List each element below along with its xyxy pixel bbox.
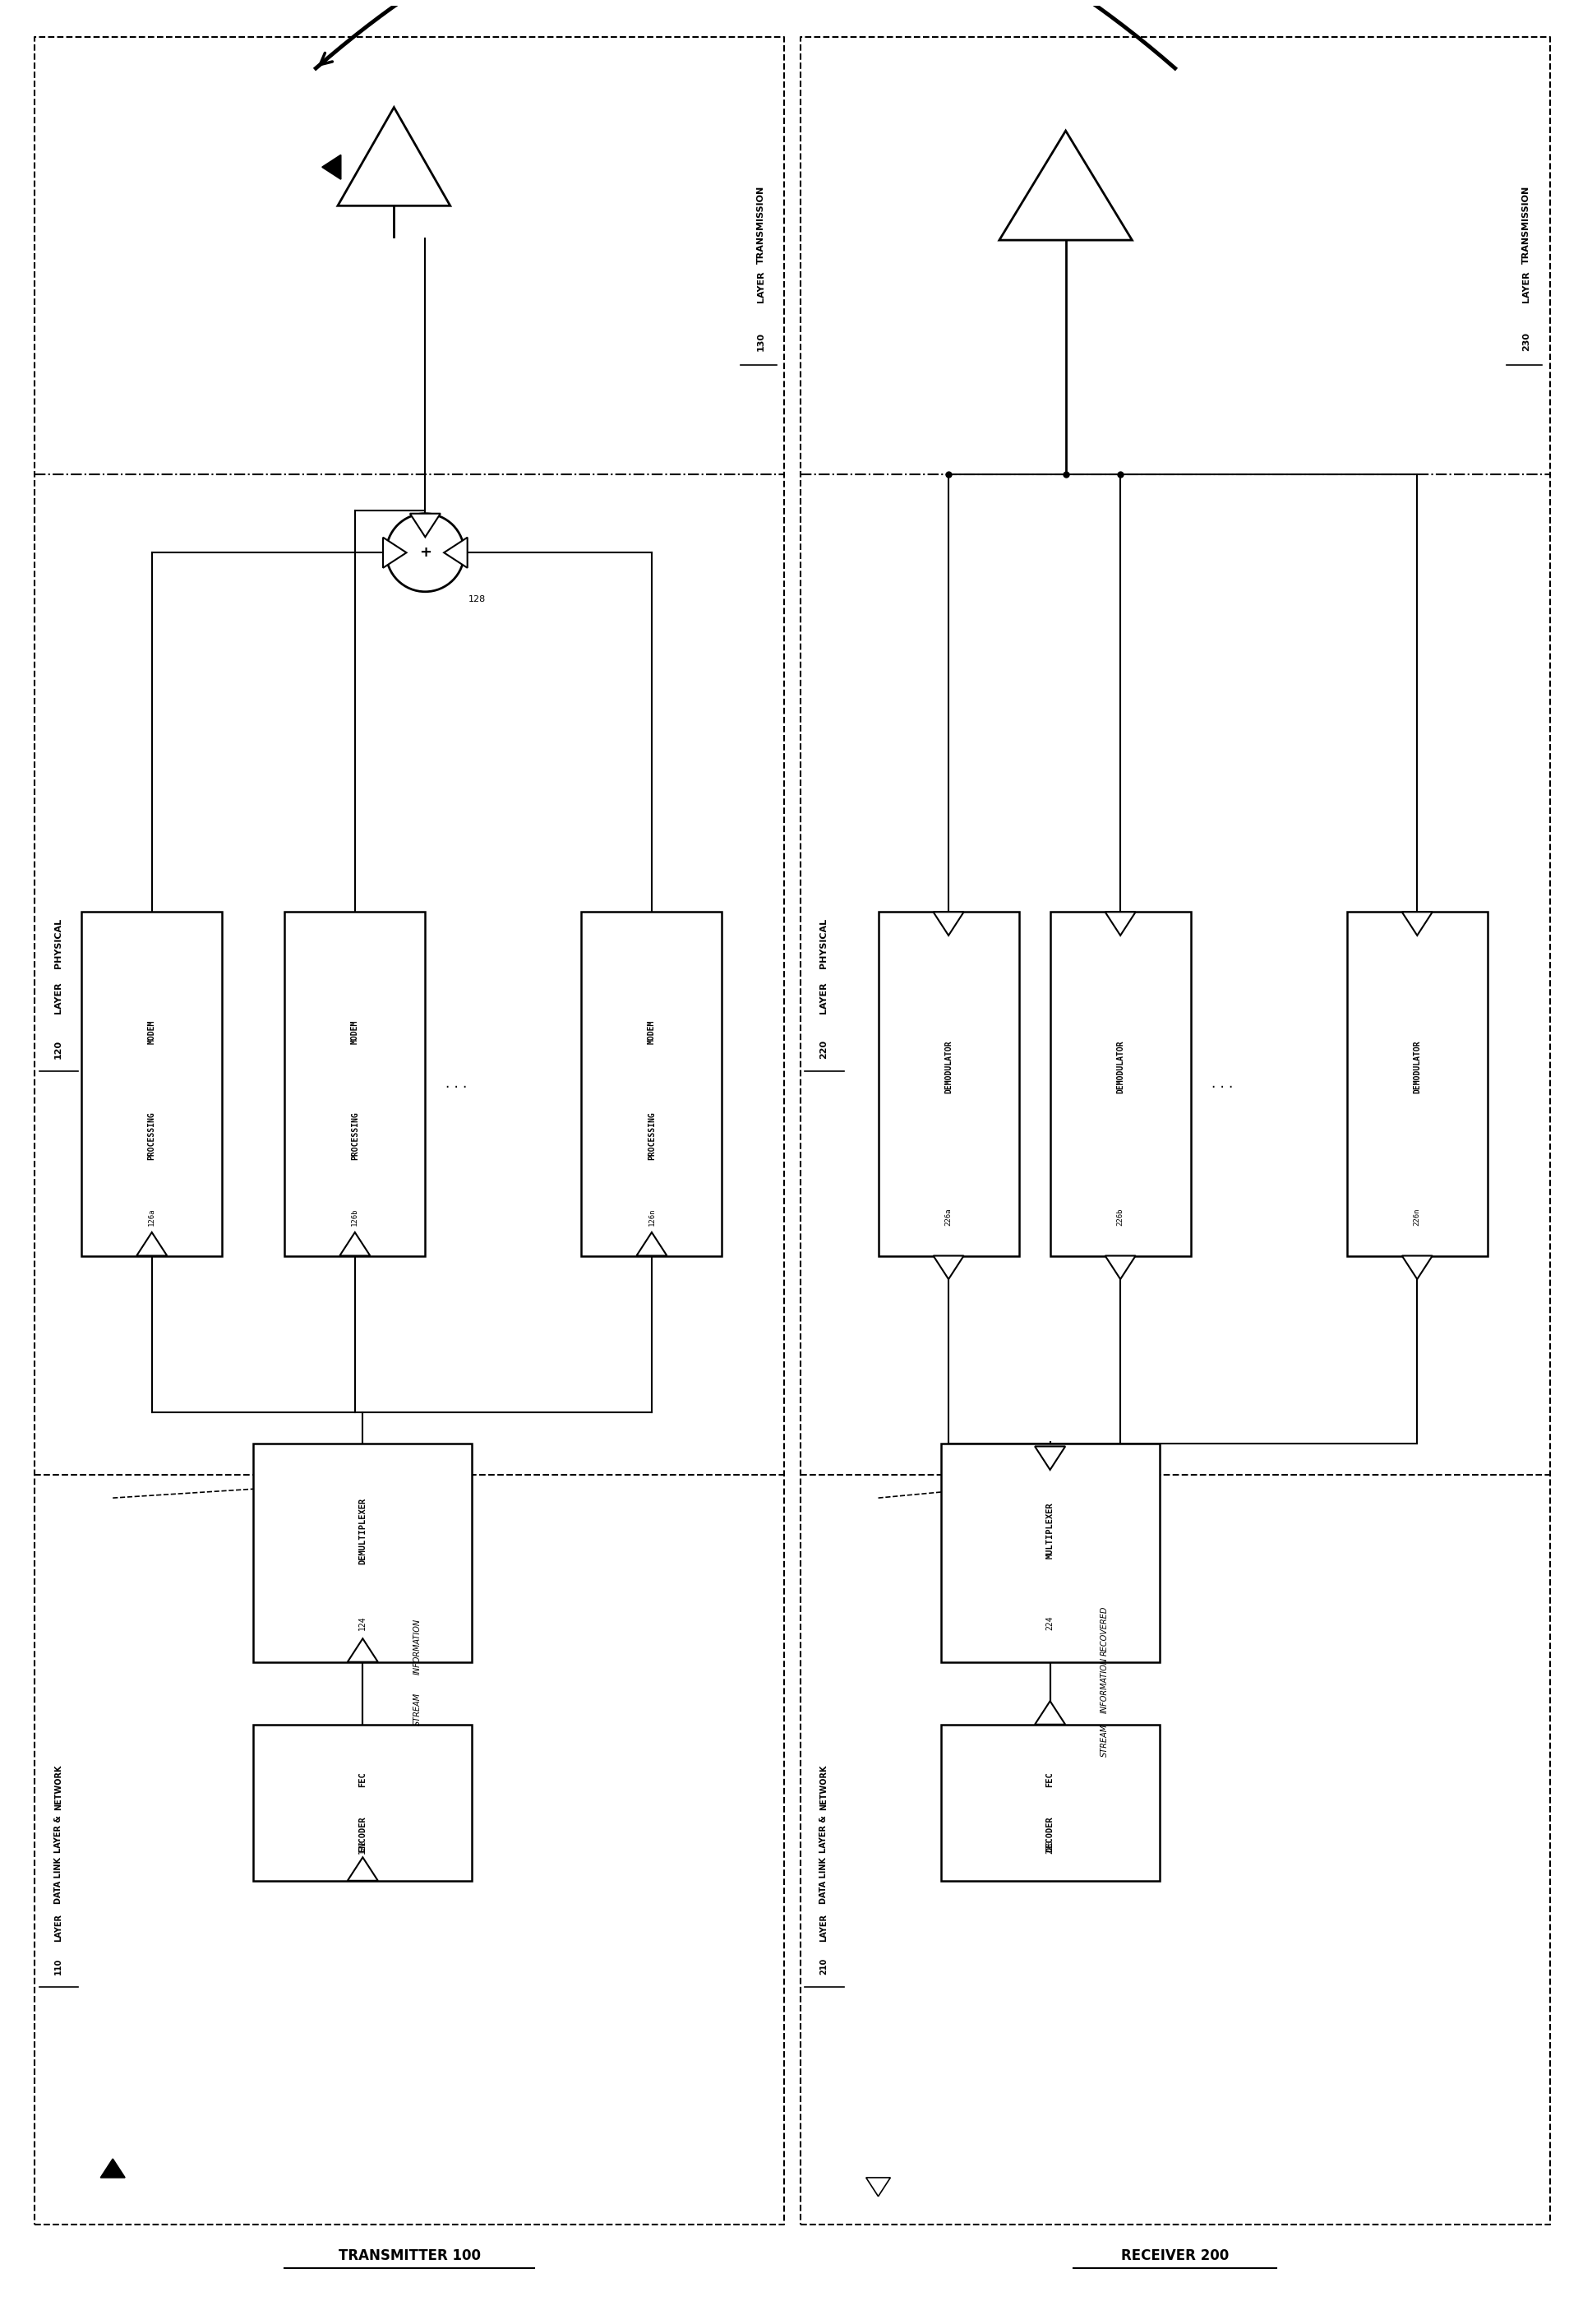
- Polygon shape: [1105, 911, 1136, 937]
- Text: 220: 220: [819, 1041, 828, 1060]
- Polygon shape: [383, 537, 406, 567]
- Text: PROCESSING: PROCESSING: [351, 1111, 359, 1160]
- Polygon shape: [347, 1638, 378, 1662]
- Text: 126n: 126n: [648, 1208, 656, 1225]
- Polygon shape: [637, 1232, 667, 1255]
- Text: LAYER: LAYER: [819, 983, 828, 1013]
- Text: 130: 130: [756, 332, 766, 351]
- Polygon shape: [322, 156, 340, 179]
- Text: DATA LINK: DATA LINK: [53, 1857, 63, 1903]
- Bar: [253, 1443, 472, 1662]
- Text: DEMODULATOR: DEMODULATOR: [1414, 1041, 1422, 1092]
- Text: LAYER: LAYER: [53, 983, 63, 1013]
- Text: RECOVERED: RECOVERED: [1100, 1606, 1109, 1655]
- Text: DATA LINK: DATA LINK: [819, 1857, 828, 1903]
- Text: DEMULTIPLEXER: DEMULTIPLEXER: [359, 1497, 367, 1564]
- Text: STREAM: STREAM: [1100, 1724, 1109, 1757]
- Text: TRANSMISSION: TRANSMISSION: [1522, 186, 1531, 263]
- Text: MODEM: MODEM: [351, 1020, 359, 1043]
- Text: . . .: . . .: [446, 1076, 468, 1092]
- Bar: [941, 1443, 1159, 1662]
- Bar: [941, 1724, 1159, 1880]
- Text: LAYER &: LAYER &: [53, 1815, 63, 1852]
- Polygon shape: [1105, 1255, 1136, 1278]
- Text: 226b: 226b: [1117, 1208, 1123, 1225]
- Polygon shape: [347, 1857, 378, 1880]
- Text: DEMODULATOR: DEMODULATOR: [945, 1041, 952, 1092]
- Text: 126b: 126b: [351, 1208, 359, 1225]
- Polygon shape: [999, 130, 1133, 239]
- Text: 226a: 226a: [945, 1208, 952, 1225]
- Polygon shape: [100, 2159, 126, 2178]
- Text: STREAM: STREAM: [413, 1692, 422, 1724]
- Text: MODEM: MODEM: [648, 1020, 656, 1043]
- Bar: [82, 911, 223, 1255]
- Text: DECODER: DECODER: [1047, 1815, 1054, 1852]
- Text: . . .: . . .: [1211, 1076, 1233, 1092]
- Text: 120: 120: [53, 1041, 63, 1060]
- Polygon shape: [410, 514, 441, 537]
- Polygon shape: [1403, 1255, 1432, 1278]
- Text: LAYER: LAYER: [819, 1913, 828, 1941]
- Text: RECEIVER 200: RECEIVER 200: [1122, 2247, 1229, 2264]
- Text: 226n: 226n: [1414, 1208, 1422, 1225]
- Bar: [253, 1724, 472, 1880]
- Polygon shape: [1036, 1701, 1065, 1724]
- Text: 128: 128: [468, 595, 485, 604]
- Text: 122: 122: [359, 1838, 367, 1855]
- Polygon shape: [934, 1255, 963, 1278]
- Text: 224: 224: [1047, 1615, 1054, 1629]
- Text: LAYER: LAYER: [756, 272, 766, 302]
- Text: NETWORK: NETWORK: [819, 1764, 828, 1810]
- Circle shape: [386, 514, 464, 593]
- Text: LAYER: LAYER: [1522, 272, 1531, 302]
- Text: MODEM: MODEM: [147, 1020, 155, 1043]
- Text: 124: 124: [359, 1615, 367, 1629]
- Text: PROCESSING: PROCESSING: [147, 1111, 155, 1160]
- Polygon shape: [866, 2178, 891, 2196]
- Text: TRANSMITTER 100: TRANSMITTER 100: [339, 2247, 480, 2264]
- Text: LAYER &: LAYER &: [819, 1815, 828, 1852]
- Text: 126a: 126a: [147, 1208, 155, 1225]
- Polygon shape: [137, 1232, 166, 1255]
- Polygon shape: [934, 911, 963, 937]
- Text: FEC: FEC: [359, 1771, 367, 1787]
- Bar: [1050, 911, 1191, 1255]
- Text: ENCODER: ENCODER: [359, 1815, 367, 1852]
- Polygon shape: [1403, 911, 1432, 937]
- Text: PHYSICAL: PHYSICAL: [53, 918, 63, 969]
- Text: TRANSMISSION: TRANSMISSION: [756, 186, 766, 263]
- Text: LAYER: LAYER: [53, 1913, 63, 1941]
- Text: DEMODULATOR: DEMODULATOR: [1116, 1041, 1125, 1092]
- Bar: [879, 911, 1018, 1255]
- Bar: [1346, 911, 1487, 1255]
- Text: PROCESSING: PROCESSING: [648, 1111, 656, 1160]
- Polygon shape: [444, 537, 468, 567]
- Text: 230: 230: [1522, 332, 1531, 351]
- Text: 110: 110: [53, 1959, 63, 1975]
- Text: 210: 210: [819, 1959, 828, 1975]
- Polygon shape: [1036, 1446, 1065, 1469]
- Text: NETWORK: NETWORK: [53, 1764, 63, 1810]
- Text: MULTIPLEXER: MULTIPLEXER: [1047, 1504, 1054, 1559]
- Polygon shape: [337, 107, 450, 207]
- Text: PHYSICAL: PHYSICAL: [819, 918, 828, 969]
- Text: FEC: FEC: [1047, 1771, 1054, 1787]
- Polygon shape: [339, 1232, 370, 1255]
- Text: INFORMATION: INFORMATION: [1100, 1657, 1109, 1713]
- Bar: [582, 911, 722, 1255]
- Text: INFORMATION: INFORMATION: [413, 1618, 422, 1673]
- Bar: [284, 911, 425, 1255]
- Text: 220: 220: [1047, 1838, 1054, 1855]
- Text: +: +: [419, 546, 431, 560]
